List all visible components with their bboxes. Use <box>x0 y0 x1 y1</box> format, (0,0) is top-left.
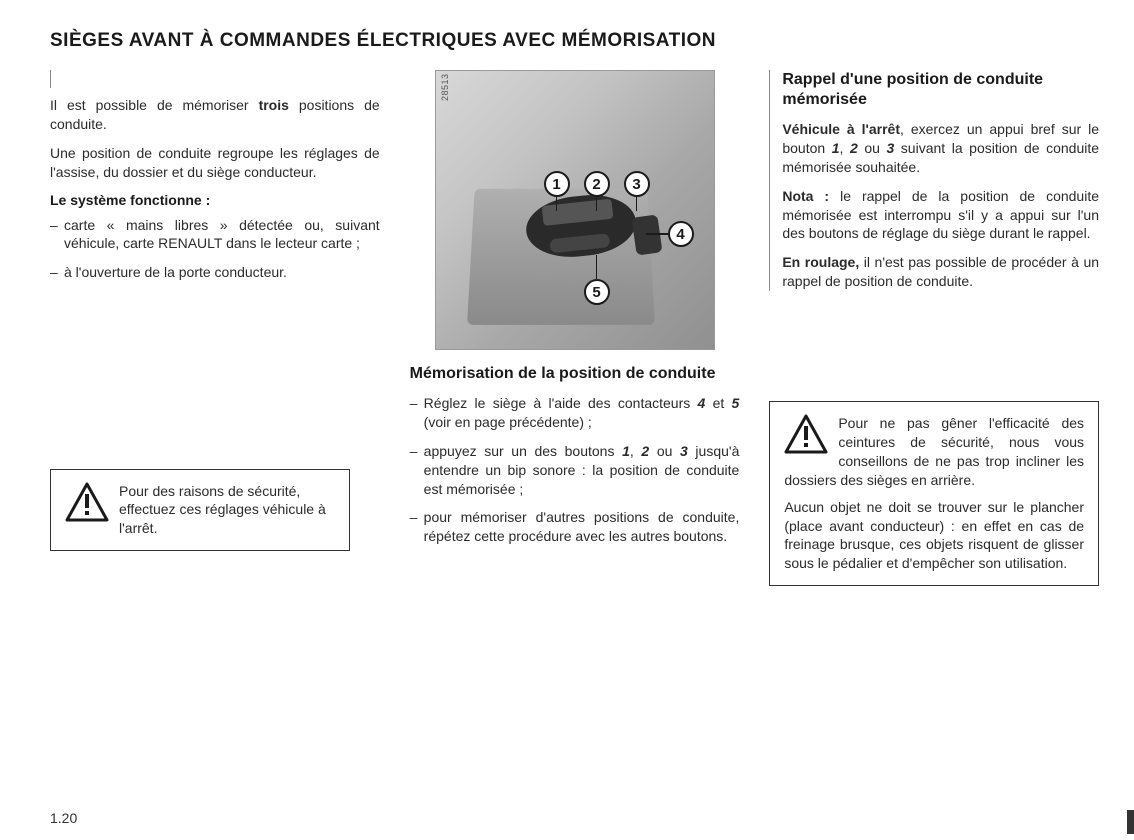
text: , <box>630 443 642 459</box>
col3-bordered-content: Rappel d'une position de conduite mémori… <box>769 70 1099 291</box>
callout-4: 4 <box>668 221 694 247</box>
system-subheading: Le système fonctionne : <box>50 192 380 208</box>
text-bold: trois <box>259 97 289 113</box>
list-item: à l'ouverture de la porte conducteur. <box>64 263 380 282</box>
list-item: Réglez le siège à l'aide des contacteurs… <box>424 394 740 432</box>
text: , <box>840 140 850 156</box>
list-item: appuyez sur un des boutons 1, 2 ou 3 jus… <box>424 442 740 499</box>
system-list: carte « mains libres » détectée ou, suiv… <box>50 216 380 283</box>
list-item: carte « mains libres » détectée ou, suiv… <box>64 216 380 254</box>
column-1: Il est possible de mémoriser trois posit… <box>50 70 380 586</box>
seat-controls-figure: 28513 1 2 3 4 5 <box>435 70 715 350</box>
text: et <box>705 395 731 411</box>
image-reference-number: 28513 <box>440 73 450 101</box>
recall-driving: En roulage, il n'est pas possible de pro… <box>782 253 1099 291</box>
page-title: SIÈGES AVANT À COMMANDES ÉLECTRIQUES AVE… <box>50 30 1099 52</box>
callout-line <box>596 255 598 279</box>
right-edge-tab <box>1127 810 1134 834</box>
text-bold: Nota : <box>782 188 829 204</box>
ref-num: 5 <box>732 395 740 411</box>
page-number: 1.20 <box>50 810 77 826</box>
callout-line <box>556 197 558 211</box>
text: ou <box>649 443 680 459</box>
warning-triangle-icon <box>784 414 828 454</box>
ref-num: 1 <box>622 443 630 459</box>
col2-content: Mémorisation de la position de conduite … <box>410 364 740 546</box>
seatbelt-warning-box: Pour ne pas gêner l'efficacité des ceint… <box>769 401 1099 586</box>
content-columns: Il est possible de mémoriser trois posit… <box>50 70 1099 586</box>
memorization-steps: Réglez le siège à l'aide des contacteurs… <box>410 394 740 546</box>
text: le rappel de la position de conduite mém… <box>782 188 1099 242</box>
callout-line <box>596 197 598 211</box>
ref-num: 2 <box>850 140 858 156</box>
column-2: 28513 1 2 3 4 5 Mémorisation de la posit… <box>410 70 740 586</box>
callout-5: 5 <box>584 279 610 305</box>
recall-heading: Rappel d'une position de conduite mémori… <box>782 70 1099 110</box>
warning-triangle-icon <box>65 482 109 522</box>
recall-nota: Nota : le rappel de la position de condu… <box>782 187 1099 244</box>
recall-paragraph-1: Véhicule à l'arrêt, exercez un appui bre… <box>782 120 1099 177</box>
text: Réglez le siège à l'aide des contacteurs <box>424 395 698 411</box>
right-control-illustration <box>631 214 662 255</box>
ref-num: 3 <box>680 443 688 459</box>
text-bold: En roulage, <box>782 254 859 270</box>
column-3: Rappel d'une position de conduite mémori… <box>769 70 1099 586</box>
text: appuyez sur un des boutons <box>424 443 622 459</box>
list-item: pour mémoriser d'autres positions de con… <box>424 508 740 546</box>
ref-num: 1 <box>832 140 840 156</box>
warning-text-1: Pour ne pas gêner l'efficacité des ceint… <box>784 414 1084 490</box>
col1-accent-border <box>50 70 380 88</box>
text-bold: Véhicule à l'arrêt <box>782 121 900 137</box>
text: (voir en page précédente) ; <box>424 414 592 430</box>
callout-2: 2 <box>584 171 610 197</box>
text: Il est possible de mémoriser <box>50 97 259 113</box>
intro-paragraph-1: Il est possible de mémoriser trois posit… <box>50 96 380 134</box>
safety-warning-box: Pour des raisons de sécurité, effectuez … <box>50 469 350 552</box>
callout-3: 3 <box>624 171 650 197</box>
callout-line <box>646 233 668 235</box>
warning-text-2: Aucun objet ne doit se trouver sur le pl… <box>784 498 1084 574</box>
callout-line <box>636 197 638 211</box>
memorization-heading: Mémorisation de la position de conduite <box>410 364 740 384</box>
callout-1: 1 <box>544 171 570 197</box>
intro-paragraph-2: Une position de conduite regroupe les ré… <box>50 144 380 182</box>
text: ou <box>858 140 887 156</box>
